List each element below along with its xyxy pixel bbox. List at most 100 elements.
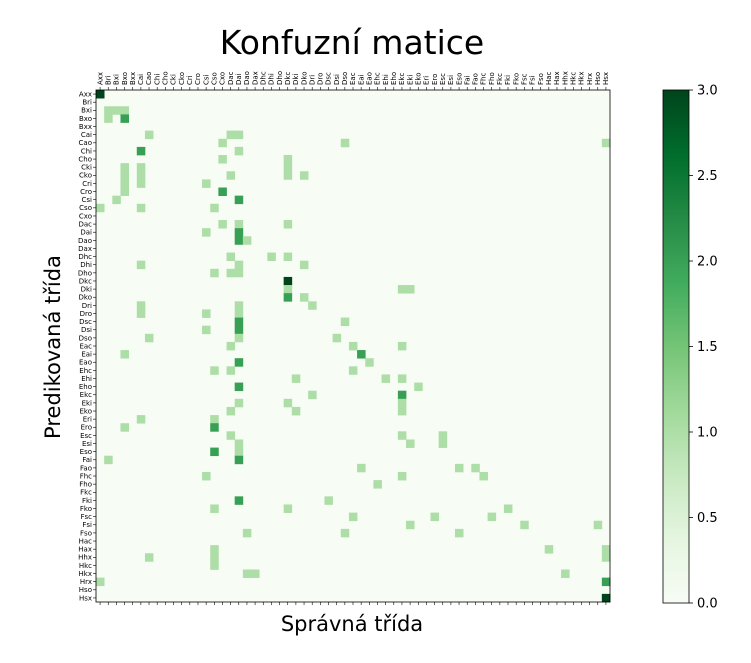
heatmap-cell [210,561,219,570]
y-tick-label: Dso [79,334,92,342]
heatmap-cell [242,569,252,578]
colorbar-tick-label: 2.0 [697,255,718,270]
x-tick-label: Fho [488,72,496,85]
y-tick-label: Dai [80,229,92,237]
heatmap-cell [601,545,611,554]
x-tick-label: Dkc [284,72,292,85]
heatmap-cell [112,106,121,115]
y-axis-label: Predikovaná třída [41,255,65,439]
x-tick-label: Fhc [480,73,488,85]
heatmap-cell [348,341,358,351]
heatmap-cell [144,130,154,140]
x-tick-label: Dhi [268,73,276,85]
x-tick-label: Eko [414,72,422,85]
heatmap-cell [218,138,227,148]
heatmap-cell [471,463,480,473]
heatmap-cell [283,252,293,262]
heatmap-cell [299,171,309,180]
colorbar-tick-label: 0.0 [697,597,718,612]
x-axis-label: Správná třída [281,612,423,636]
y-tick-label: Axx [79,90,92,98]
y-tick-label: Bxo [79,115,92,123]
heatmap-cell [357,463,366,473]
heatmap-cell [234,236,244,245]
x-tick-label: Cxo [219,72,227,85]
y-tick-label: Fki [82,497,92,505]
y-tick-label: Dho [78,269,92,277]
x-tick-label: Dsi [333,74,341,85]
heatmap-cell [136,309,146,318]
x-tick-label: Hso [594,72,602,85]
heatmap-cell [332,333,342,343]
heatmap-cell [226,341,236,351]
x-tick-label: Axx [96,72,104,85]
heatmap-cell [234,317,244,327]
x-tick-label: Eac [349,72,357,85]
heatmap-cell [406,285,415,294]
y-tick-label: Cho [78,155,92,163]
heatmap-cell [210,423,219,432]
heatmap-cell [202,325,211,335]
x-tick-label: Dri [308,75,316,85]
heatmap-cell [397,406,407,416]
heatmap-cell [406,439,415,448]
heatmap-cell [234,260,244,270]
heatmap-cell [267,252,276,262]
y-tick-label: Fko [80,505,92,513]
y-tick-label: Hac [79,537,93,545]
heatmap-cell [120,187,129,196]
colorbar-tick-label: 3.0 [697,84,718,99]
heatmap-cell [104,106,113,115]
heatmap-cell [210,415,219,424]
heatmap-cell [454,528,464,538]
heatmap-cell [104,455,113,465]
x-tick-label: Cso [211,72,219,85]
heatmap-cell [242,528,252,538]
x-tick-label: Cao [145,72,153,85]
heatmap-cell [136,415,146,424]
y-tick-label: Hso [79,586,92,594]
x-tick-label: Dsc [325,72,333,85]
x-tick-label: Bxi [113,74,121,85]
y-tick-label: Eho [79,383,92,391]
heatmap-cell [234,301,244,310]
x-tick-label: Ero [431,74,439,85]
y-tick-label: Fhc [80,472,92,480]
heatmap-cell [308,301,317,310]
y-tick-label: Cki [81,164,92,172]
y-tick-label: Hsx [79,594,92,602]
heatmap-cell [210,504,219,513]
heatmap-cell [96,203,105,213]
y-tick-label: Eki [82,399,92,407]
colorbar-tick-label: 1.5 [697,340,718,355]
x-tick-label: Dax [251,71,259,85]
heatmap-cell [226,406,236,416]
x-tick-label: Eai [357,74,365,85]
heatmap-cell [112,195,121,205]
heatmap-cell [234,228,244,237]
x-tick-label: Hkc [569,72,577,85]
y-tick-label: Eri [83,416,92,424]
colorbar: 0.0 0.5 1.0 1.5 2.0 2.5 3.0 [662,84,718,612]
y-tick-label: Hkc [79,562,92,570]
y-tick-label: Hrx [80,578,92,586]
heatmap-cell [397,374,407,383]
y-tick-label: Cxo [79,212,92,220]
colorbar-tick-label: 1.0 [697,426,718,441]
x-tick-label: Eso [455,73,463,85]
x-tick-label: Ehc [374,72,382,85]
y-tick-label: Dro [80,310,92,318]
y-tick-label: Fso [80,529,92,537]
heatmap-cell [234,496,244,505]
heatmap-cell [601,553,611,562]
heatmap-cell [210,447,219,457]
heatmap-cell [234,146,244,156]
y-tick-label: Eac [79,342,92,350]
heatmap-cell [218,187,227,196]
heatmap-cell [291,374,301,383]
heatmap-cell [283,220,293,229]
heatmap-cell [120,171,129,180]
y-tick-label: Dac [78,221,92,229]
heatmap-cell [136,146,146,156]
